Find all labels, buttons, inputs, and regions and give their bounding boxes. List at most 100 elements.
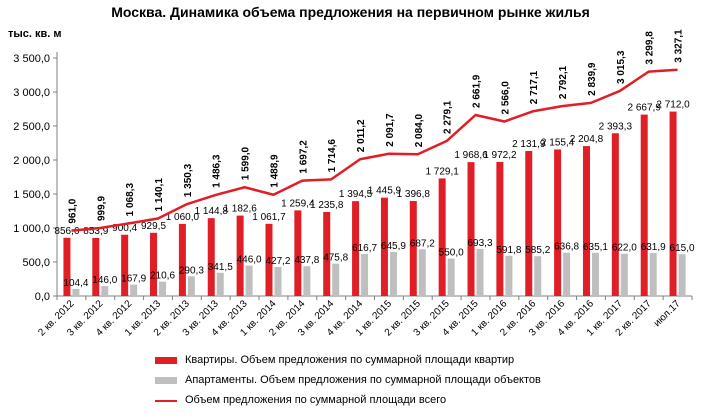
bar-flats [554, 149, 562, 296]
bar-flats [640, 114, 648, 297]
data-label-apartments: 585,2 [525, 245, 550, 256]
data-label-total: 3 327,1 [674, 29, 685, 63]
x-tick-label: июл.17 [652, 298, 683, 329]
y-tick-label: 2 000,0 [13, 155, 50, 167]
data-label-apartments: 687,2 [410, 238, 435, 249]
bar-apartments [563, 252, 571, 296]
data-label-total: 1 140,1 [154, 178, 165, 212]
bar-apartments [187, 276, 195, 296]
bar-apartments [303, 266, 311, 296]
data-label-flats: 1 972,2 [483, 150, 517, 161]
y-tick-label: 1 000,0 [13, 223, 50, 235]
data-label-apartments: 616,7 [352, 243, 377, 254]
bar-flats [409, 201, 417, 296]
data-label-total: 2 084,0 [414, 113, 425, 147]
bar-apartments [649, 253, 657, 296]
bar-apartments [159, 281, 167, 296]
data-label-flats: 2 393,3 [599, 121, 633, 132]
bar-apartments [361, 254, 369, 296]
bar-flats [92, 237, 100, 296]
data-label-apartments: 146,0 [92, 275, 117, 286]
bar-flats [467, 162, 475, 296]
data-label-flats: 1 182,6 [223, 204, 257, 215]
data-label-flats: 1 396,8 [397, 189, 431, 200]
bar-apartments [389, 252, 397, 296]
data-label-flats: 2 131,9 [512, 139, 546, 150]
bar-flats [438, 178, 446, 296]
bar-flats [178, 223, 186, 296]
bar-apartments [332, 263, 340, 296]
data-label-flats: 1 061,7 [252, 212, 286, 223]
data-label-flats: 856,6 [54, 226, 79, 237]
data-label-flats: 1 060,0 [166, 212, 200, 223]
data-label-apartments: 104,4 [63, 278, 88, 289]
data-label-total: 2 566,0 [500, 81, 511, 115]
data-label-total: 3 015,3 [616, 50, 627, 84]
legend-swatch-total [155, 400, 177, 402]
data-label-total: 1 488,9 [269, 154, 280, 188]
data-label-apartments: 167,9 [121, 274, 146, 285]
data-label-total: 2 661,9 [472, 74, 483, 108]
data-label-flats: 1 445,9 [368, 186, 402, 197]
data-label-apartments: 290,3 [179, 265, 204, 276]
data-label-total: 2 792,1 [558, 65, 569, 99]
data-label-apartments: 475,8 [323, 253, 348, 264]
bar-flats [525, 151, 533, 296]
data-label-total: 999,9 [96, 196, 107, 221]
data-label-apartments: 210,6 [150, 271, 175, 282]
bar-flats [265, 223, 273, 296]
bar-flats [496, 161, 504, 296]
data-label-apartments: 437,8 [294, 255, 319, 266]
bar-flats [63, 237, 71, 296]
bar-apartments [678, 254, 686, 296]
data-label-total: 1 714,6 [327, 139, 338, 173]
data-label-total: 2 839,9 [587, 62, 598, 96]
bar-flats [380, 197, 388, 296]
bar-apartments [216, 272, 224, 296]
data-label-apartments: 615,0 [670, 243, 695, 254]
data-label-flats: 1 235,8 [310, 200, 344, 211]
data-label-apartments: 427,2 [265, 256, 290, 267]
data-label-total: 2 091,7 [385, 113, 396, 147]
bar-apartments [620, 253, 628, 296]
data-label-total: 1 599,0 [241, 146, 252, 180]
legend-label-apartments: Апартаменты. Объем предложения по суммар… [185, 374, 541, 386]
bar-apartments [591, 252, 599, 296]
data-label-total: 1 486,3 [212, 154, 223, 188]
legend-label-flats: Квартиры. Объем предложения по суммарной… [185, 354, 515, 366]
legend-label-total: Объем предложения по суммарной площади в… [185, 394, 447, 406]
data-label-apartments: 550,0 [439, 248, 464, 259]
data-label-flats: 1 259,4 [281, 198, 315, 209]
data-label-apartments: 693,3 [468, 238, 493, 249]
y-tick-label: 3 000,0 [13, 87, 50, 99]
data-label-flats: 1 729,1 [425, 166, 459, 177]
data-label-flats: 2 155,4 [541, 137, 575, 148]
data-label-flats: 1 394,5 [339, 189, 373, 200]
bar-apartments [101, 286, 109, 296]
series-line-total [71, 68, 678, 232]
data-label-flats: 853,9 [83, 226, 108, 237]
bar-apartments [476, 248, 484, 296]
data-label-apartments: 645,9 [381, 241, 406, 252]
data-label-total: 2 717,1 [529, 70, 540, 104]
bar-flats [294, 210, 302, 296]
bar-flats [207, 218, 215, 296]
data-label-flats: 1 968,6 [454, 150, 488, 161]
data-label-total: 1 068,3 [125, 183, 136, 217]
bar-flats [150, 232, 158, 296]
bar-flats [121, 234, 129, 296]
data-label-apartments: 635,1 [583, 242, 608, 253]
data-label-total: 2 279,1 [443, 100, 454, 134]
data-label-apartments: 636,8 [554, 242, 579, 253]
bar-apartments [418, 249, 426, 296]
data-label-total: 961,0 [67, 198, 78, 223]
chart-title: Москва. Динамика объема предложения на п… [111, 4, 590, 20]
data-label-total: 1 350,3 [183, 163, 194, 197]
data-label-total: 1 697,2 [298, 140, 309, 174]
bar-apartments [505, 255, 513, 296]
data-label-flats: 900,4 [112, 223, 137, 234]
data-label-apartments: 622,0 [612, 243, 637, 254]
bar-apartments [534, 256, 542, 296]
data-label-apartments: 591,8 [496, 245, 521, 256]
bar-flats [236, 215, 244, 296]
